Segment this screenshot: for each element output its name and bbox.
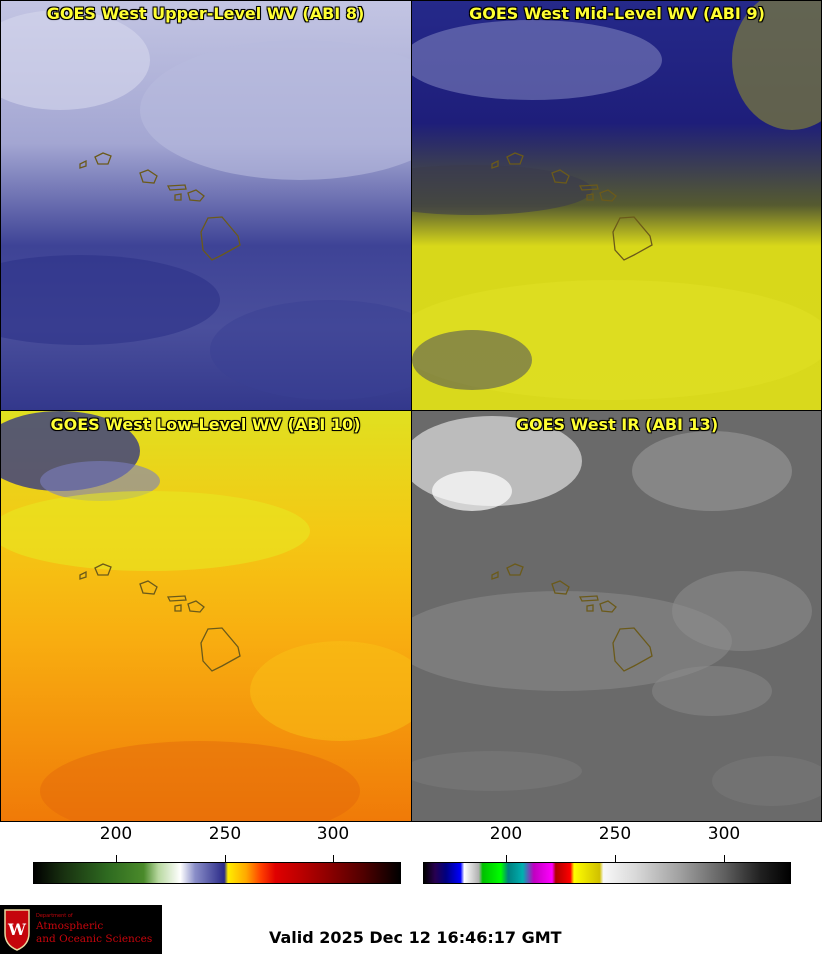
ir-colorbar-tick-label: 200 (489, 824, 523, 844)
ir-colorbar-tick-label: 300 (707, 824, 741, 844)
wv-colorbar (33, 862, 401, 884)
logo-line-2: and Oceanic Sciences (36, 933, 153, 945)
crest-letter: W (7, 920, 27, 939)
logo-department-of: Department of (36, 913, 73, 919)
panel-divider-horizontal (0, 410, 822, 411)
wv-colorbar-tick (333, 855, 334, 862)
wv-colorbar-tick-label: 200 (99, 824, 133, 844)
ir-colorbar-tick (615, 855, 616, 862)
ir-colorbar-tick (724, 855, 725, 862)
wv-colorbar-tick (116, 855, 117, 862)
panel-title: GOES West Mid-Level WV (ABI 9) (469, 4, 765, 23)
mid-level-wv-image (412, 0, 822, 410)
uw-crest-icon: W (4, 909, 30, 951)
upper-level-wv-panel: GOES West Upper-Level WV (ABI 8) (0, 0, 411, 410)
ir-panel: GOES West IR (ABI 13) (412, 411, 822, 821)
ir-image (412, 411, 822, 821)
panel-title: GOES West IR (ABI 13) (515, 415, 719, 434)
panel-title: GOES West Low-Level WV (ABI 10) (50, 415, 361, 434)
ir-colorbar-tick-label: 250 (598, 824, 632, 844)
mid-level-wv-panel: GOES West Mid-Level WV (ABI 9) (412, 0, 822, 410)
wv-colorbar-tick (225, 855, 226, 862)
upper-level-wv-image (0, 0, 411, 410)
ir-colorbar (423, 862, 791, 884)
low-level-wv-panel: GOES West Low-Level WV (ABI 10) (0, 411, 411, 821)
hawaii-islands-outline (79, 152, 241, 261)
valid-time: Valid 2025 Dec 12 16:46:17 GMT (269, 928, 562, 947)
ir-colorbar-tick (506, 855, 507, 862)
aos-logo: W Department of Atmospheric and Oceanic … (0, 905, 162, 954)
wv-colorbar-tick-label: 250 (208, 824, 242, 844)
panel-title: GOES West Upper-Level WV (ABI 8) (46, 4, 365, 23)
logo-line-1: Atmospheric (36, 920, 104, 932)
hawaii-islands-outline (491, 563, 653, 672)
low-level-wv-image (0, 411, 411, 821)
wv-colorbar-tick-label: 300 (316, 824, 350, 844)
hawaii-islands-outline (79, 563, 241, 672)
hawaii-islands-outline (491, 152, 653, 261)
